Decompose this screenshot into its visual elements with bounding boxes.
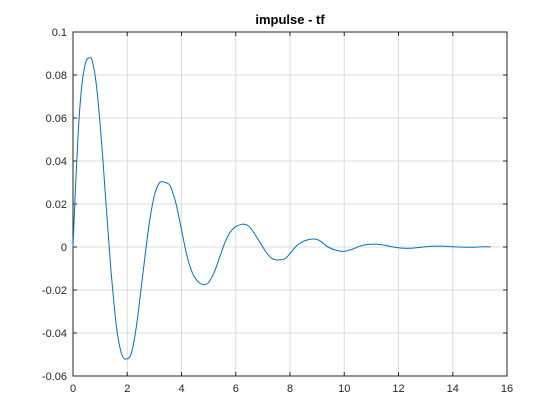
x-tick-label: 6 [233, 383, 239, 395]
x-tick-label: 12 [392, 383, 404, 395]
series-group [72, 57, 491, 360]
y-tick-label: -0.06 [42, 371, 67, 383]
x-tick-label: 0 [70, 383, 76, 395]
y-tick-label: 0.1 [52, 27, 67, 39]
x-tick-label: 14 [447, 383, 459, 395]
x-tick-labels: 0 2 4 6 8 10 12 14 16 [70, 383, 513, 395]
y-tick-label: 0.06 [46, 113, 67, 125]
y-tick-label: 0.08 [46, 70, 67, 82]
y-tick-label: 0.04 [46, 156, 67, 168]
x-tick-label: 4 [178, 383, 184, 395]
y-tick-label: -0.02 [42, 285, 67, 297]
x-tick-label: 8 [287, 383, 293, 395]
y-tick-label: -0.04 [42, 328, 67, 340]
x-tick-label: 16 [501, 383, 513, 395]
x-tick-label: 2 [124, 383, 130, 395]
grid [73, 32, 507, 376]
chart-title: impulse - tf [255, 12, 325, 27]
y-tick-label: 0 [61, 242, 67, 254]
y-tick-label: 0.02 [46, 199, 67, 211]
y-tick-labels: -0.06 -0.04 -0.02 0 0.02 0.04 0.06 0.08 0.1 [42, 27, 67, 383]
impulse-response-line [72, 57, 491, 360]
x-tick-label: 10 [338, 383, 350, 395]
